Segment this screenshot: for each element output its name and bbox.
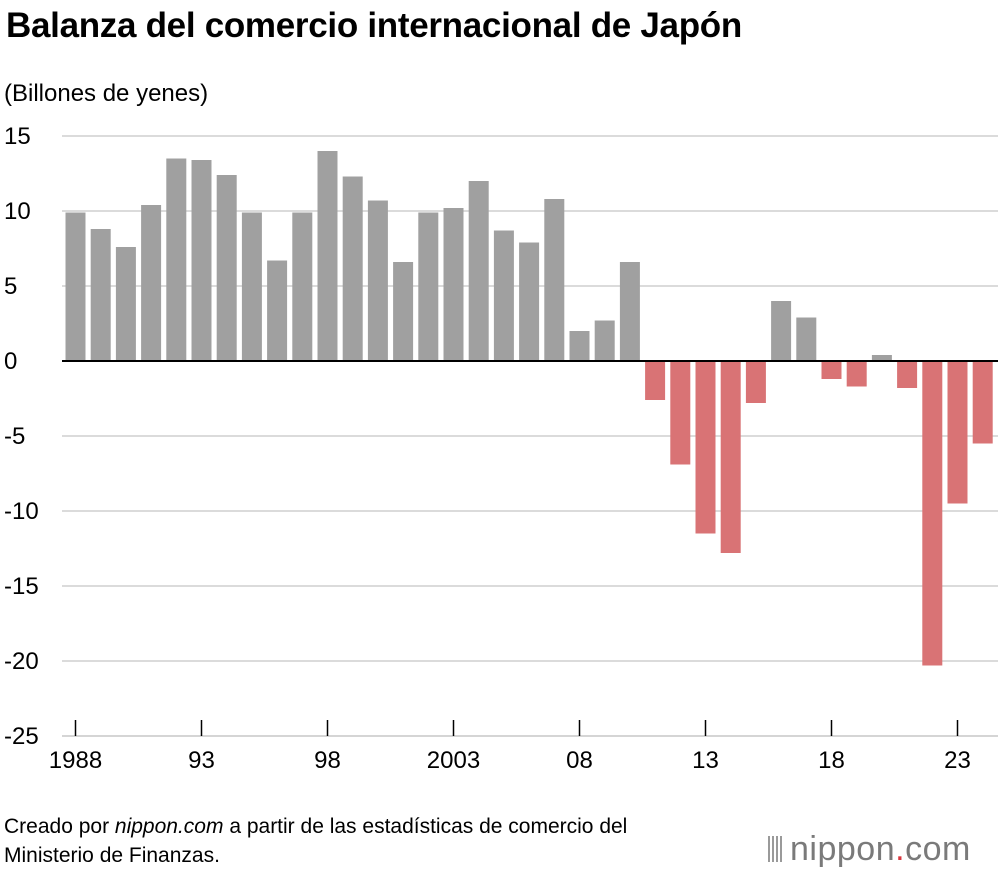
x-tick-labels: 1988 93 98 2003 08 13 18 23 (49, 720, 971, 774)
bar-2022 (922, 361, 943, 666)
bar-2007 (544, 199, 565, 361)
y-tick-labels: 15 10 5 0 -5 -10 -15 -20 -25 (4, 123, 39, 750)
bar-1996 (267, 260, 288, 361)
bar-2010 (619, 262, 640, 361)
x-tick-label: 23 (944, 747, 971, 774)
bars (65, 151, 993, 666)
bar-1993 (191, 160, 212, 361)
bar-2011 (645, 361, 666, 400)
bar-2008 (569, 331, 590, 361)
y-tick-label: -10 (4, 498, 39, 525)
chart-title: Balanza del comercio internacional de Ja… (6, 6, 742, 45)
bar-2001 (393, 262, 414, 361)
y-tick-label: 5 (4, 273, 17, 300)
bar-1988 (65, 212, 86, 361)
y-tick-label: -25 (4, 723, 39, 750)
bar-1992 (166, 158, 187, 361)
nippon-logo: nippon.com (768, 830, 971, 871)
bar-2018 (821, 361, 842, 379)
source-site-name: nippon.com (114, 815, 224, 838)
source-note-prefix: Creado por (4, 815, 115, 838)
bar-2000 (367, 200, 388, 361)
y-axis-unit-label: (Billones de yenes) (4, 80, 209, 107)
x-tick-label: 93 (188, 747, 215, 774)
source-note-middle: a partir de las estadísticas de comercio… (223, 815, 628, 838)
y-tick-label: -20 (4, 648, 39, 675)
bar-2017 (796, 317, 817, 361)
x-tick-label: 18 (818, 747, 845, 774)
bar-2003 (443, 208, 464, 361)
bar-2021 (897, 361, 918, 388)
logo-dot: . (895, 830, 906, 868)
bar-2005 (493, 230, 514, 361)
x-tick-label: 1988 (49, 747, 102, 774)
bar-2023 (947, 361, 968, 504)
bar-2006 (519, 242, 540, 361)
bar-2016 (771, 301, 792, 361)
bar-1989 (90, 229, 111, 361)
bar-1990 (115, 247, 136, 361)
bar-1991 (141, 205, 162, 361)
bar-2019 (846, 361, 867, 387)
y-tick-label: 0 (4, 348, 17, 375)
bar-2002 (418, 212, 439, 361)
bar-1998 (317, 151, 338, 361)
x-tick-label: 08 (566, 747, 593, 774)
x-tick-label: 13 (692, 747, 719, 774)
axes (62, 360, 998, 737)
y-tick-label: 15 (4, 123, 31, 150)
bar-2013 (695, 361, 716, 534)
x-tick-label: 98 (314, 747, 341, 774)
y-tick-label: -15 (4, 573, 39, 600)
bar-1995 (241, 212, 262, 361)
logo-bars-icon (768, 832, 784, 871)
bar-1999 (342, 176, 363, 361)
bar-chart: 15 10 5 0 -5 -10 -15 -20 -25 1988 93 98 2003 08 13 18 2… (4, 123, 998, 774)
logo-tld: com (905, 830, 971, 868)
bar-2012 (670, 361, 691, 465)
bar-2015 (745, 361, 766, 403)
y-tick-label: 10 (4, 198, 31, 225)
bar-2020 (871, 355, 892, 361)
bar-2014 (720, 361, 741, 553)
source-note: Creado por nippon.com a partir de las es… (4, 812, 627, 870)
x-tick-label: 2003 (427, 747, 480, 774)
bar-2009 (594, 320, 615, 361)
bar-2024 (972, 361, 993, 444)
bar-1994 (216, 175, 237, 361)
source-note-line2: Ministerio de Finanzas. (4, 844, 220, 867)
y-tick-label: -5 (4, 423, 25, 450)
bar-2004 (468, 181, 489, 361)
bar-1997 (292, 212, 313, 361)
logo-name: nippon (790, 830, 896, 868)
